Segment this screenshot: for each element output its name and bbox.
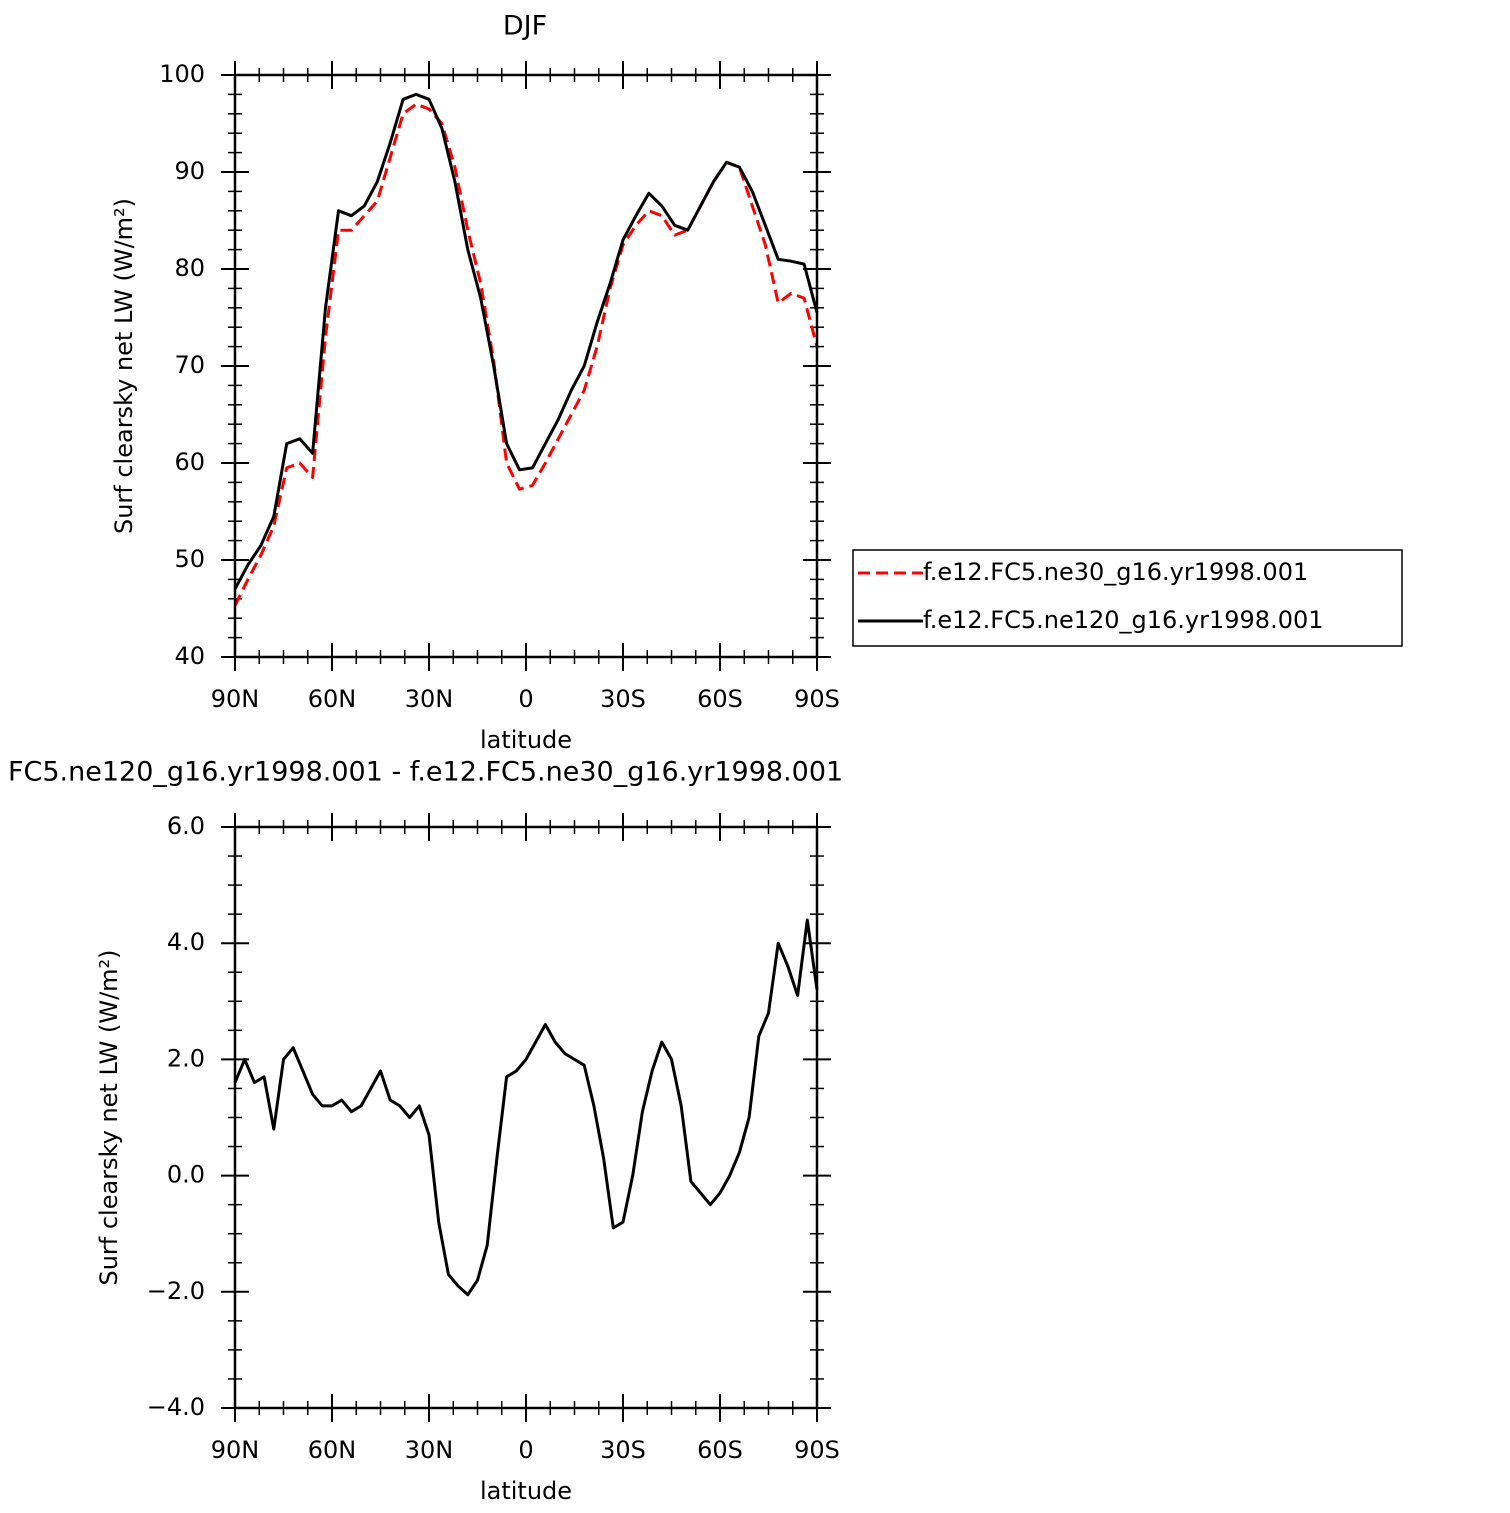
plot-frame xyxy=(233,825,819,1410)
x-tick-label: 30N xyxy=(405,685,454,713)
y-tick-label: 50 xyxy=(174,545,205,573)
chart-title: DJF xyxy=(503,11,547,42)
legend-label: f.e12.FC5.ne30_g16.yr1998.001 xyxy=(923,558,1308,586)
y-tick-label: −4.0 xyxy=(147,1393,205,1421)
y-tick-label: 60 xyxy=(174,448,205,476)
x-axis-label: latitude xyxy=(480,1477,572,1505)
x-tick-label: 0 xyxy=(518,1436,533,1464)
x-tick-label: 60S xyxy=(697,685,743,713)
y-axis-label: Surf clearsky net LW (W/m²) xyxy=(95,949,123,1285)
y-tick-label: 4.0 xyxy=(167,928,205,956)
plot-frame xyxy=(233,73,819,659)
y-tick-label: −2.0 xyxy=(147,1277,205,1305)
y-axis-label: Surf clearsky net LW (W/m²) xyxy=(110,198,138,534)
x-tick-label: 30S xyxy=(600,1436,646,1464)
x-tick-label: 60S xyxy=(697,1436,743,1464)
y-tick-label: 40 xyxy=(174,642,205,670)
legend-label: f.e12.FC5.ne120_g16.yr1998.001 xyxy=(923,606,1324,634)
x-tick-label: 30N xyxy=(405,1436,454,1464)
y-tick-label: 2.0 xyxy=(167,1044,205,1072)
x-tick-label: 90S xyxy=(794,685,840,713)
x-tick-label: 90S xyxy=(794,1436,840,1464)
legend-box xyxy=(852,549,1403,647)
data-line xyxy=(233,92,819,590)
y-tick-label: 100 xyxy=(159,60,205,88)
y-tick-label: 90 xyxy=(174,157,205,185)
x-tick-label: 90N xyxy=(211,685,260,713)
chart-title: FC5.ne120_g16.yr1998.001 - f.e12.FC5.ne3… xyxy=(8,757,843,788)
x-axis-label: latitude xyxy=(480,726,572,754)
y-tick-label: 0.0 xyxy=(167,1161,205,1189)
x-tick-label: 60N xyxy=(308,1436,357,1464)
data-line xyxy=(233,918,819,1297)
y-tick-label: 6.0 xyxy=(167,812,205,840)
x-tick-label: 30S xyxy=(600,685,646,713)
y-tick-label: 80 xyxy=(174,254,205,282)
x-tick-label: 60N xyxy=(308,685,357,713)
x-tick-label: 90N xyxy=(211,1436,260,1464)
x-tick-label: 0 xyxy=(518,685,533,713)
y-tick-label: 70 xyxy=(174,351,205,379)
